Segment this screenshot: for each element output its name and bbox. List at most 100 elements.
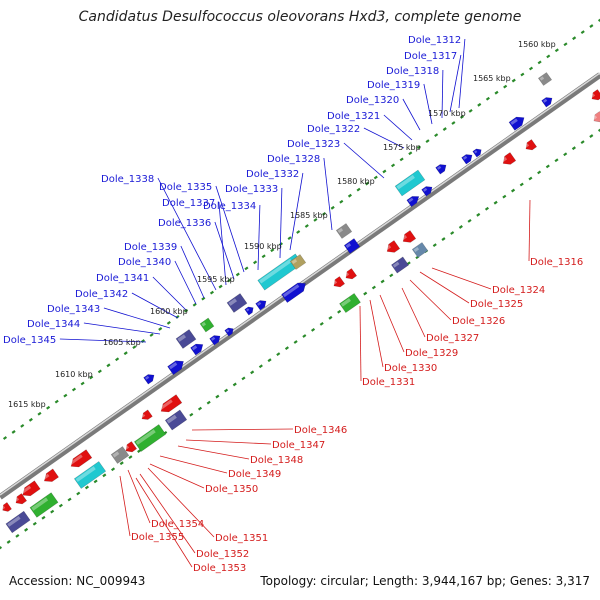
scale-label: 1560 kbp xyxy=(518,40,556,49)
gene-label: Dole_1341 xyxy=(96,273,149,284)
tick-mark xyxy=(467,218,472,223)
leader-line xyxy=(103,307,171,329)
gene-label: Dole_1320 xyxy=(346,95,399,106)
tick-mark xyxy=(528,66,534,71)
gene-feature xyxy=(124,441,138,453)
scale-label: 1590 kbp xyxy=(244,242,282,251)
gene-feature xyxy=(141,409,153,420)
tick-mark xyxy=(293,340,298,344)
gene-feature xyxy=(281,282,306,303)
tick-mark xyxy=(589,24,594,28)
tick-mark xyxy=(328,315,333,320)
gene-label: Dole_1312 xyxy=(408,35,461,46)
leader-line xyxy=(131,292,179,319)
tick-mark xyxy=(132,345,137,350)
gene-feature xyxy=(339,292,361,314)
gene-feature xyxy=(289,254,307,270)
tick-mark xyxy=(391,163,396,168)
leader-line xyxy=(458,38,466,109)
tick-mark xyxy=(442,127,447,131)
gene-label: Dole_1326 xyxy=(452,316,505,327)
gene-label: Dole_1323 xyxy=(287,139,340,150)
leader-line xyxy=(177,445,250,460)
gene-feature xyxy=(421,186,433,197)
tick-mark xyxy=(46,405,51,410)
tick-mark xyxy=(128,455,133,460)
gene-label: Dole_1331 xyxy=(362,377,415,388)
tick-mark xyxy=(425,139,430,144)
gene-label: Dole_1352 xyxy=(196,549,249,560)
tick-mark xyxy=(287,236,292,240)
tick-mark xyxy=(597,18,600,22)
tick-mark xyxy=(28,417,33,422)
leader-line xyxy=(528,199,531,262)
gene-labels: Dole_1312 Dole_1317 Dole_1318 Dole_1319 Dole… xyxy=(3,35,583,574)
tick-mark xyxy=(493,200,498,205)
gene-feature xyxy=(332,276,346,288)
tick-mark xyxy=(158,327,163,331)
tick-mark xyxy=(84,485,89,490)
gene-feature xyxy=(435,164,447,175)
scale-label: 1605 kbp xyxy=(103,338,141,347)
tick-mark xyxy=(468,108,473,113)
tick-mark xyxy=(458,225,463,229)
tick-mark xyxy=(76,491,81,496)
gene-feature xyxy=(5,510,31,534)
tick-mark xyxy=(102,473,107,478)
tick-mark xyxy=(166,321,171,325)
tick-mark xyxy=(201,296,206,301)
tick-mark xyxy=(80,381,85,386)
gene-feature xyxy=(224,327,234,337)
scale-label: 1580 kbp xyxy=(337,177,375,186)
tick-mark xyxy=(261,254,266,259)
tick-mark xyxy=(232,382,237,387)
tick-mark xyxy=(89,375,94,380)
tick-mark xyxy=(484,206,489,211)
tick-mark xyxy=(276,352,281,357)
gene-label: Dole_1345 xyxy=(3,335,56,346)
leader-line xyxy=(449,54,462,113)
leader-line xyxy=(83,322,161,335)
tick-mark xyxy=(313,218,318,222)
tick-mark xyxy=(347,193,352,198)
leader-line xyxy=(218,201,227,286)
tick-mark xyxy=(554,158,559,163)
gene-feature xyxy=(590,89,600,101)
gene-label: Dole_1335 xyxy=(159,182,212,193)
scale-label: 1610 kbp xyxy=(55,370,93,379)
gene-label: Dole_1324 xyxy=(492,285,545,296)
gene-feature xyxy=(21,480,41,497)
gene-feature xyxy=(209,335,221,346)
leader-line xyxy=(379,294,405,353)
leader-line xyxy=(215,185,245,273)
gene-label: Dole_1322 xyxy=(307,124,360,135)
gene-feature xyxy=(472,148,482,158)
leader-line xyxy=(401,287,426,338)
tick-mark xyxy=(545,164,550,169)
leader-line xyxy=(127,469,151,524)
gene-feature xyxy=(42,468,59,482)
tick-mark xyxy=(520,72,525,77)
tick-mark xyxy=(2,436,8,440)
gene-feature xyxy=(391,256,409,274)
gene-feature xyxy=(592,111,600,123)
gene-label: Dole_1340 xyxy=(118,257,171,268)
gene-label: Dole_1338 xyxy=(101,174,154,185)
gene-label: Dole_1328 xyxy=(267,154,320,165)
leader-line xyxy=(423,83,433,125)
gene-feature xyxy=(524,139,538,151)
gene-label: Dole_1350 xyxy=(205,484,258,495)
gene-label: Dole_1351 xyxy=(215,533,268,544)
tick-mark xyxy=(503,84,508,89)
gene-feature xyxy=(73,461,107,489)
tick-mark xyxy=(502,194,507,199)
tick-mark xyxy=(580,140,585,145)
leader-line xyxy=(185,439,272,445)
gene-label: Dole_1316 xyxy=(530,257,583,268)
tick-mark xyxy=(67,497,72,502)
scale-label: 1615 kbp xyxy=(8,400,46,409)
gene-label: Dole_1346 xyxy=(294,425,347,436)
leader-line xyxy=(369,299,384,368)
leader-line xyxy=(402,98,421,131)
gene-feature xyxy=(394,169,426,197)
